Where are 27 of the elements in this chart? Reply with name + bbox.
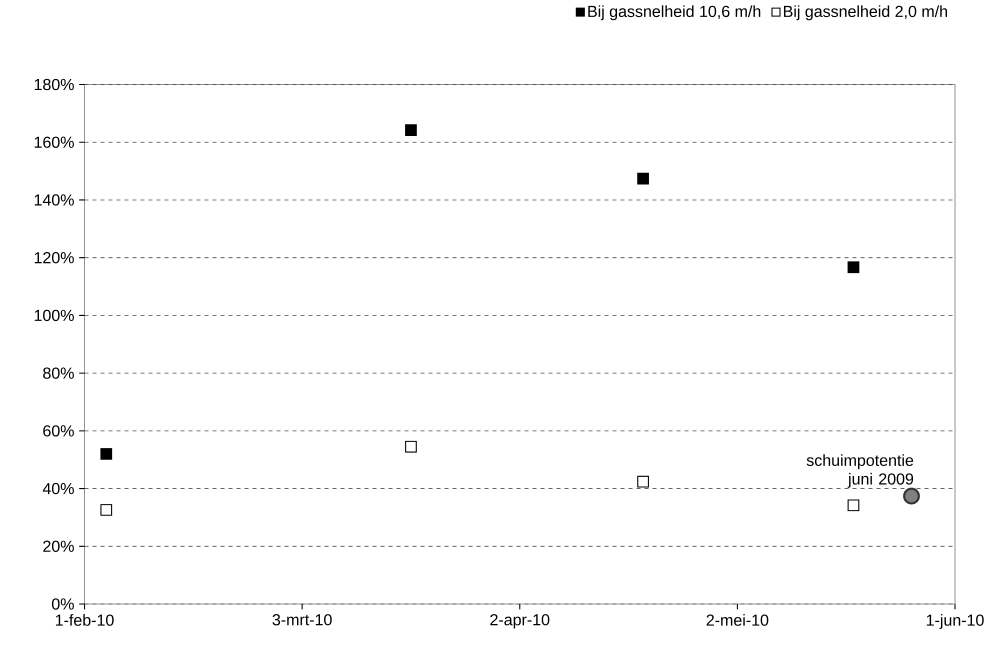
y-tick-label: 0% [52, 598, 74, 610]
y-tick-label: 120% [34, 252, 74, 264]
legend-label: Bij gassnelheid 10,6 m/h [588, 5, 760, 20]
legend-label: Bij gassnelheid 2,0 m/h [784, 5, 948, 20]
point [100, 504, 112, 516]
x-tick-label: 3-mrt-10 [272, 614, 332, 626]
point [903, 488, 920, 504]
y-tick-label: 20% [43, 540, 74, 552]
point [848, 261, 860, 274]
point [848, 499, 860, 512]
x-tick-label: 1-jun-10 [926, 614, 984, 629]
point [405, 124, 417, 136]
point [637, 476, 649, 488]
point [405, 440, 417, 453]
x-tick-label: 1-feb-10 [56, 614, 114, 626]
point [100, 448, 112, 460]
y-tick-label: 160% [34, 136, 74, 148]
y-tick-label: 80% [43, 367, 74, 379]
y-tick-label: 40% [42, 482, 74, 494]
y-tick-label: 100% [34, 310, 74, 322]
point [637, 172, 649, 184]
x-tick-label: 2-apr-10 [490, 614, 550, 629]
x-tick-label: 2-mei-10 [706, 614, 768, 626]
annotation: schuimpotentie juni 2009 [806, 454, 914, 488]
y-tick-label: 180% [34, 78, 74, 90]
y-tick-label: 140% [34, 194, 74, 206]
y-tick-label: 60% [43, 425, 74, 437]
